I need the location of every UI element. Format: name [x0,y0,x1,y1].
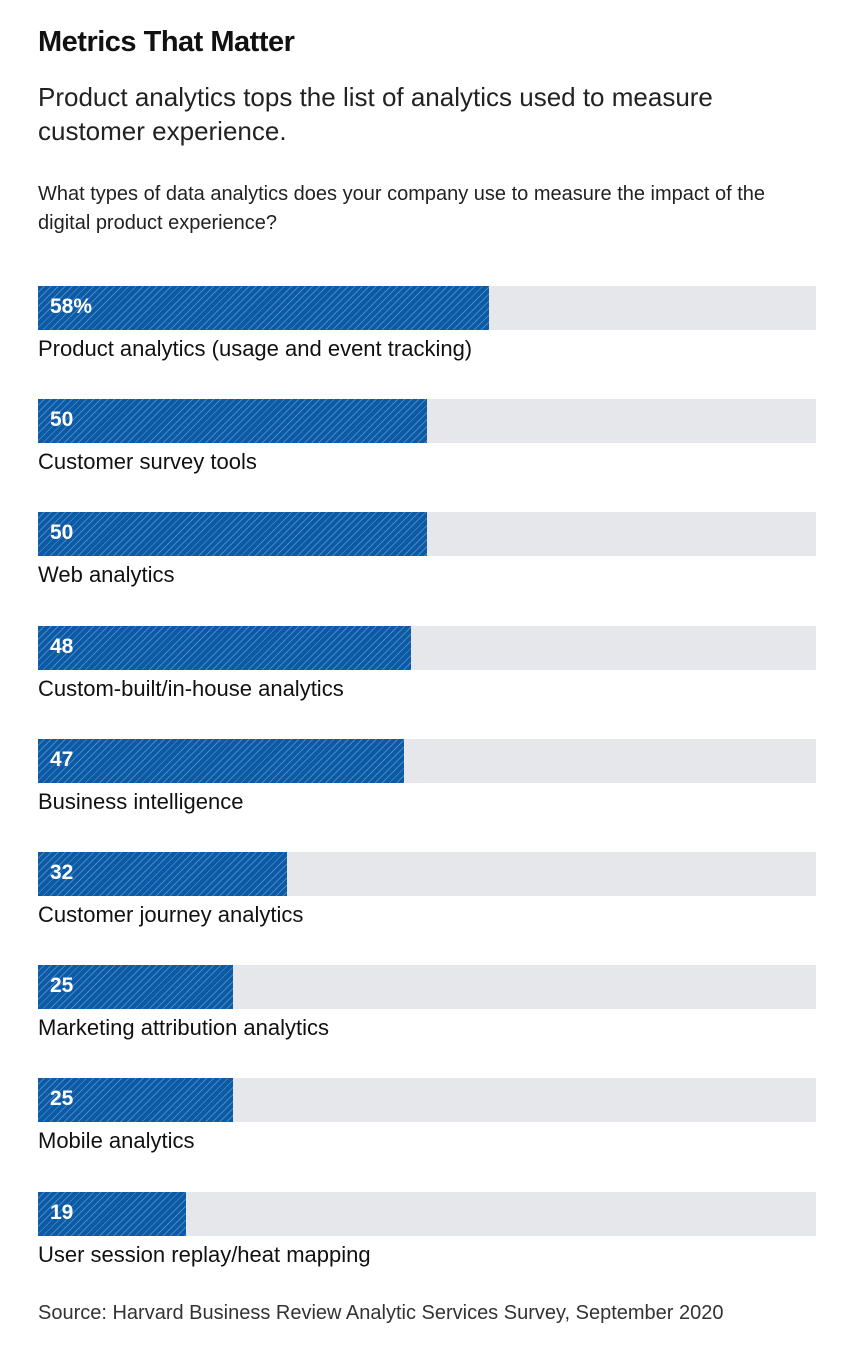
data-label: 19 [50,1200,74,1224]
bar [38,625,412,670]
bar [38,965,233,1010]
data-label: 25 [50,974,74,998]
chart-title: Metrics That Matter [38,26,295,58]
data-label: 32 [50,861,74,884]
chart-subtitle: Product analytics tops the list of analy… [38,82,713,146]
bar [38,738,404,783]
data-label: 50 [50,408,74,432]
bar-row: 32 Customer journey analytics [38,852,816,942]
category-label: Custom-built/in-house analytics [38,675,344,701]
data-label: 48 [50,634,74,658]
category-label: Marketing attribution analytics [38,1015,330,1041]
category-label: Web analytics [38,562,175,588]
data-label: 50 [50,521,74,545]
survey-question: What types of data analytics does your c… [38,183,766,234]
bar-row: 25 Mobile analytics [38,1078,816,1168]
bar-row: 48 Custom-built/in-house analytics [38,625,816,716]
source-note: Source: Harvard Business Review Analytic… [38,1302,724,1324]
bar [38,399,427,444]
category-label: Customer survey tools [38,449,257,475]
category-label: Mobile analytics [38,1128,195,1154]
bar-row: 50 Customer survey tools [38,399,816,489]
data-label: 47 [50,747,74,771]
data-label: 25 [50,1087,74,1111]
bar [38,852,287,896]
bar-row: 58% Product analytics (usage and event t… [38,286,816,376]
category-label: Product analytics (usage and event track… [38,336,473,361]
bar-row: 47 Business intelligence [38,738,816,829]
bar [38,1191,186,1236]
bar [38,512,427,557]
bar-row: 50 Web analytics [38,512,816,602]
bar-row: 19 User session replay/heat mapping [38,1191,816,1282]
bar [38,286,490,330]
data-label: 58% [50,295,93,318]
bar-row: 25 Marketing attribution analytics [38,965,816,1055]
category-label: Customer journey analytics [38,902,304,927]
category-label: Business intelligence [38,788,244,814]
bar [38,1078,233,1123]
category-label: User session replay/heat mapping [38,1241,371,1267]
